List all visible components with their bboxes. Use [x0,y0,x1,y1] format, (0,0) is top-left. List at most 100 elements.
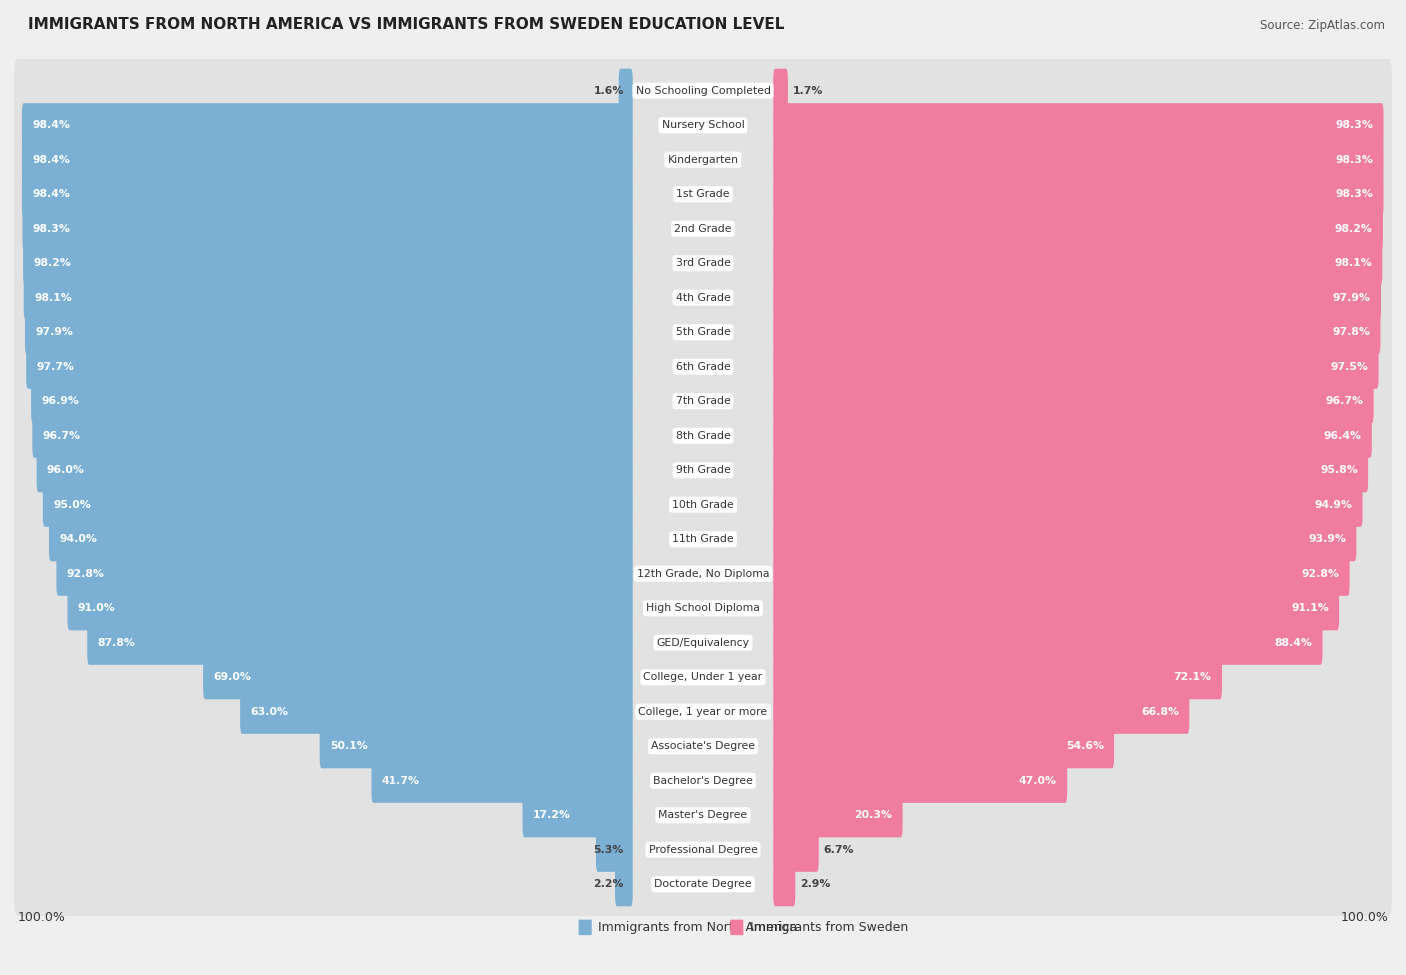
FancyBboxPatch shape [25,310,633,354]
Text: 97.9%: 97.9% [35,328,73,337]
Text: 50.1%: 50.1% [330,741,368,752]
Text: 6.7%: 6.7% [824,844,853,855]
FancyBboxPatch shape [22,173,633,216]
Text: 97.9%: 97.9% [1333,292,1371,303]
Text: 5.3%: 5.3% [593,844,624,855]
FancyBboxPatch shape [14,576,1392,640]
FancyBboxPatch shape [773,621,1323,665]
FancyBboxPatch shape [619,68,633,113]
FancyBboxPatch shape [773,413,1372,458]
FancyBboxPatch shape [773,689,1189,734]
FancyBboxPatch shape [773,310,1381,354]
FancyBboxPatch shape [773,345,1379,389]
Text: Immigrants from Sweden: Immigrants from Sweden [749,920,908,934]
FancyBboxPatch shape [523,794,633,838]
Text: 7th Grade: 7th Grade [676,396,730,407]
Text: No Schooling Completed: No Schooling Completed [636,86,770,96]
Text: 98.2%: 98.2% [34,258,72,268]
FancyBboxPatch shape [773,137,1384,181]
Text: 93.9%: 93.9% [1308,534,1346,544]
Text: 9th Grade: 9th Grade [676,465,730,475]
FancyBboxPatch shape [14,404,1392,467]
Text: 96.0%: 96.0% [46,465,84,475]
FancyBboxPatch shape [773,379,1374,423]
FancyBboxPatch shape [14,542,1392,605]
Text: 41.7%: 41.7% [382,776,420,786]
FancyBboxPatch shape [22,103,633,147]
Text: 20.3%: 20.3% [855,810,893,820]
Text: 98.1%: 98.1% [34,292,72,303]
Text: 97.8%: 97.8% [1333,328,1369,337]
Text: 72.1%: 72.1% [1174,672,1212,682]
Text: 91.1%: 91.1% [1291,604,1329,613]
FancyBboxPatch shape [202,655,633,699]
FancyBboxPatch shape [773,862,796,907]
FancyBboxPatch shape [22,241,633,286]
FancyBboxPatch shape [773,828,818,872]
FancyBboxPatch shape [773,241,1382,286]
FancyBboxPatch shape [14,715,1392,778]
FancyBboxPatch shape [14,128,1392,191]
Text: High School Diploma: High School Diploma [647,604,759,613]
Text: 54.6%: 54.6% [1066,741,1104,752]
FancyBboxPatch shape [32,413,633,458]
FancyBboxPatch shape [22,207,633,251]
Text: 98.4%: 98.4% [32,155,70,165]
FancyBboxPatch shape [614,862,633,907]
Text: 98.3%: 98.3% [1336,155,1374,165]
FancyBboxPatch shape [14,645,1392,709]
FancyBboxPatch shape [14,439,1392,502]
Text: 100.0%: 100.0% [1340,911,1389,923]
FancyBboxPatch shape [14,370,1392,433]
FancyBboxPatch shape [37,448,633,492]
Text: Nursery School: Nursery School [662,120,744,131]
FancyBboxPatch shape [14,611,1392,675]
Text: 1st Grade: 1st Grade [676,189,730,199]
FancyBboxPatch shape [773,276,1381,320]
Text: 100.0%: 100.0% [17,911,66,923]
FancyBboxPatch shape [14,59,1392,123]
FancyBboxPatch shape [67,586,633,630]
Text: 98.4%: 98.4% [32,120,70,131]
FancyBboxPatch shape [240,689,633,734]
Text: 98.4%: 98.4% [32,189,70,199]
Text: Doctorate Degree: Doctorate Degree [654,879,752,889]
FancyBboxPatch shape [27,345,633,389]
FancyBboxPatch shape [87,621,633,665]
FancyBboxPatch shape [596,828,633,872]
Text: Professional Degree: Professional Degree [648,844,758,855]
FancyBboxPatch shape [14,784,1392,847]
Text: 94.0%: 94.0% [59,534,97,544]
Text: 10th Grade: 10th Grade [672,500,734,510]
FancyBboxPatch shape [49,517,633,562]
FancyBboxPatch shape [14,300,1392,364]
FancyBboxPatch shape [14,749,1392,812]
Text: 1.6%: 1.6% [593,86,624,96]
Text: 11th Grade: 11th Grade [672,534,734,544]
FancyBboxPatch shape [14,197,1392,260]
Text: 12th Grade, No Diploma: 12th Grade, No Diploma [637,568,769,579]
FancyBboxPatch shape [773,517,1357,562]
Text: 96.7%: 96.7% [1326,396,1364,407]
Text: 3rd Grade: 3rd Grade [675,258,731,268]
FancyBboxPatch shape [773,448,1368,492]
FancyBboxPatch shape [319,724,633,768]
FancyBboxPatch shape [14,266,1392,330]
Text: 88.4%: 88.4% [1274,638,1312,647]
Text: 98.3%: 98.3% [32,223,70,234]
FancyBboxPatch shape [773,724,1114,768]
FancyBboxPatch shape [14,508,1392,571]
Text: Kindergarten: Kindergarten [668,155,738,165]
Text: 95.0%: 95.0% [53,500,91,510]
FancyBboxPatch shape [14,94,1392,157]
Text: 91.0%: 91.0% [77,604,115,613]
FancyBboxPatch shape [22,137,633,181]
FancyBboxPatch shape [24,276,633,320]
Text: 94.9%: 94.9% [1315,500,1353,510]
Text: Immigrants from North America: Immigrants from North America [599,920,797,934]
Text: 98.3%: 98.3% [1336,120,1374,131]
Text: 66.8%: 66.8% [1140,707,1180,717]
Text: 1.7%: 1.7% [793,86,823,96]
Text: 97.5%: 97.5% [1330,362,1368,371]
Text: College, 1 year or more: College, 1 year or more [638,707,768,717]
